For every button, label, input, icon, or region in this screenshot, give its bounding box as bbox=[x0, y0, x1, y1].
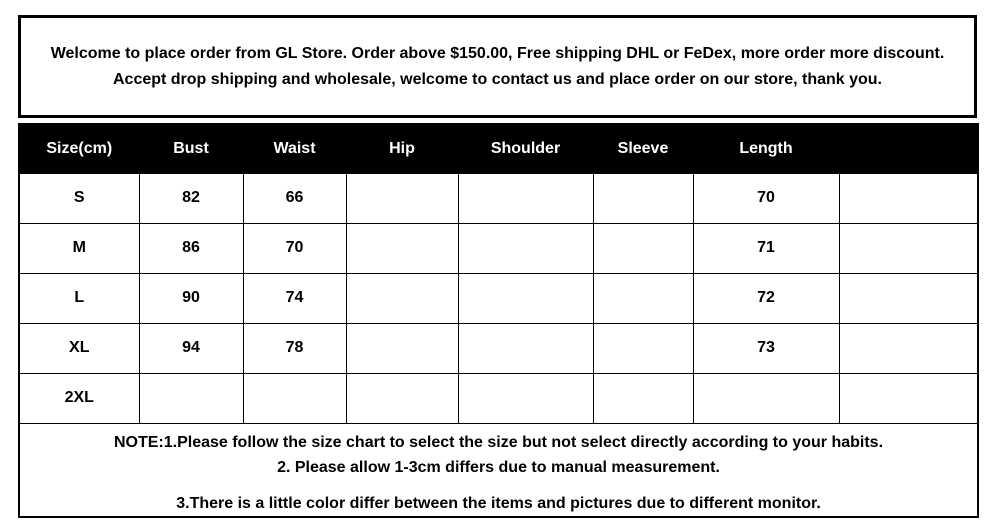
table-cell: 72 bbox=[692, 272, 840, 324]
table-cell bbox=[838, 172, 979, 224]
size-chart-head: Size(cm) Bust Waist Hip Shoulder Sleeve Length bbox=[18, 123, 979, 174]
table-cell bbox=[838, 372, 979, 424]
table-cell: S bbox=[18, 172, 140, 224]
column-header bbox=[838, 123, 979, 174]
notes-row: NOTE:1.Please follow the size chart to s… bbox=[18, 422, 979, 518]
table-cell bbox=[457, 322, 594, 374]
table-cell bbox=[345, 322, 459, 374]
table-cell bbox=[692, 372, 840, 424]
table-cell bbox=[138, 372, 244, 424]
table-cell bbox=[592, 372, 694, 424]
table-cell: 78 bbox=[242, 322, 347, 374]
column-header: Shoulder bbox=[457, 123, 594, 174]
size-chart-foot: NOTE:1.Please follow the size chart to s… bbox=[18, 422, 979, 518]
column-header: Hip bbox=[345, 123, 459, 174]
note-line-3: 3.There is a little color differ between… bbox=[176, 494, 821, 512]
column-header: Waist bbox=[242, 123, 347, 174]
table-cell: 74 bbox=[242, 272, 347, 324]
column-header: Sleeve bbox=[592, 123, 694, 174]
size-chart-header-row: Size(cm) Bust Waist Hip Shoulder Sleeve Length bbox=[18, 123, 979, 174]
table-cell bbox=[345, 172, 459, 224]
table-cell bbox=[457, 222, 594, 274]
table-cell bbox=[345, 372, 459, 424]
note-line-2: 2. Please allow 1-3cm differs due to man… bbox=[277, 458, 720, 476]
welcome-banner: Welcome to place order from GL Store. Or… bbox=[18, 15, 977, 118]
notes-cell: NOTE:1.Please follow the size chart to s… bbox=[18, 422, 979, 518]
table-cell: 71 bbox=[692, 222, 840, 274]
table-cell: 70 bbox=[242, 222, 347, 274]
table-cell: 86 bbox=[138, 222, 244, 274]
table-cell bbox=[457, 372, 594, 424]
column-header: Size(cm) bbox=[18, 123, 140, 174]
size-chart-table: Size(cm) Bust Waist Hip Shoulder Sleeve Length… bbox=[18, 123, 979, 518]
table-cell bbox=[838, 222, 979, 274]
table-cell bbox=[457, 172, 594, 224]
table-cell: 73 bbox=[692, 322, 840, 374]
table-cell bbox=[457, 272, 594, 324]
table-cell bbox=[592, 172, 694, 224]
table-cell bbox=[838, 272, 979, 324]
welcome-banner-text: Welcome to place order from GL Store. Or… bbox=[50, 44, 945, 88]
table-cell: 94 bbox=[138, 322, 244, 374]
note-line-1: NOTE:1.Please follow the size chart to s… bbox=[113, 433, 884, 451]
table-cell: XL bbox=[18, 322, 140, 374]
table-cell bbox=[592, 222, 694, 274]
table-cell bbox=[592, 322, 694, 374]
column-header: Length bbox=[692, 123, 840, 174]
table-cell: 82 bbox=[138, 172, 244, 224]
table-cell bbox=[345, 272, 459, 324]
table-cell: 70 bbox=[692, 172, 840, 224]
size-chart-body: S 82 66 70 M 86 70 71 L 90 74 72 XL 94 78 73 2XL bbox=[18, 172, 979, 424]
table-row: L 90 74 72 bbox=[18, 272, 979, 324]
table-row: M 86 70 71 bbox=[18, 222, 979, 274]
table-cell: 66 bbox=[242, 172, 347, 224]
table-row: S 82 66 70 bbox=[18, 172, 979, 224]
table-cell bbox=[345, 222, 459, 274]
column-header: Bust bbox=[138, 123, 244, 174]
table-cell bbox=[592, 272, 694, 324]
table-cell bbox=[242, 372, 347, 424]
table-cell bbox=[838, 322, 979, 374]
table-cell: 2XL bbox=[18, 372, 140, 424]
table-row: 2XL bbox=[18, 372, 979, 424]
table-cell: L bbox=[18, 272, 140, 324]
table-cell: M bbox=[18, 222, 140, 274]
table-row: XL 94 78 73 bbox=[18, 322, 979, 374]
table-cell: 90 bbox=[138, 272, 244, 324]
